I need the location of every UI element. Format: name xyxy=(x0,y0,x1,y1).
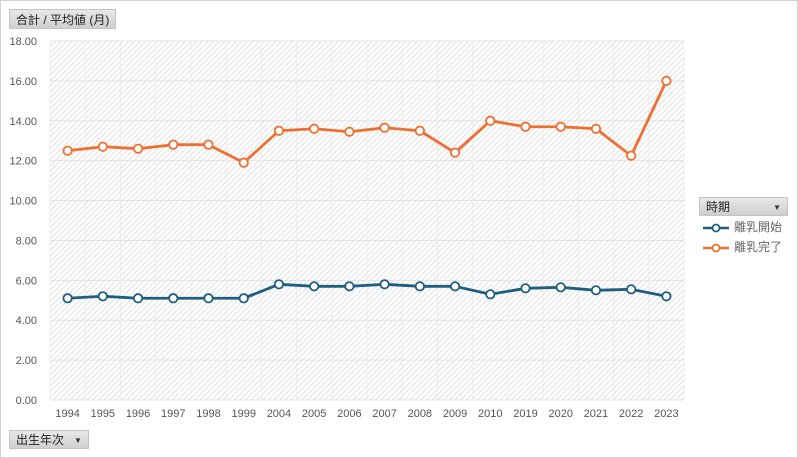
data-point[interactable] xyxy=(132,143,144,154)
series-line xyxy=(67,80,668,165)
x-tick-label: 1999 xyxy=(231,408,255,420)
data-point[interactable] xyxy=(555,121,566,132)
x-tick-label: 2004 xyxy=(267,408,291,420)
gridlines xyxy=(49,40,685,401)
legend-marker-icon xyxy=(703,223,729,233)
axis-field-button[interactable]: 出生年次 ▼ xyxy=(9,430,89,449)
y-tick-label: 10.00 xyxy=(9,196,37,208)
data-point[interactable] xyxy=(379,122,390,133)
data-point[interactable] xyxy=(485,289,496,300)
y-tick-label: 16.00 xyxy=(9,76,37,88)
data-point[interactable] xyxy=(168,293,179,304)
series-2 xyxy=(62,75,672,168)
legend-label: 離乳完了 xyxy=(734,240,783,254)
data-point[interactable] xyxy=(238,157,249,168)
data-point[interactable] xyxy=(555,282,566,293)
data-point[interactable] xyxy=(414,281,425,292)
data-point[interactable] xyxy=(520,283,531,294)
data-point[interactable] xyxy=(309,281,320,292)
legend-field-button[interactable]: 時期 ▼ xyxy=(699,197,788,216)
data-point[interactable] xyxy=(97,141,108,152)
x-tick-label: 1995 xyxy=(91,408,115,420)
data-point[interactable] xyxy=(414,125,425,136)
y-tick-label: 6.00 xyxy=(16,275,37,287)
legend-label: 離乳開始 xyxy=(734,220,783,234)
data-point[interactable] xyxy=(626,284,637,295)
y-tick-label: 14.00 xyxy=(9,116,37,128)
legend-field-label: 時期 xyxy=(706,200,731,214)
data-point[interactable] xyxy=(520,121,531,132)
legend-item-series-1: 離乳開始 xyxy=(702,219,782,235)
x-tick-label: 2008 xyxy=(408,408,432,420)
value-field-label: 合計 / 平均値 (月) xyxy=(16,13,110,27)
x-tick-label: 1994 xyxy=(55,408,79,420)
y-tick-label: 8.00 xyxy=(16,235,37,247)
axis-field-label: 出生年次 xyxy=(16,433,65,447)
data-point[interactable] xyxy=(661,291,672,302)
data-point[interactable] xyxy=(97,291,108,302)
data-point[interactable] xyxy=(309,123,320,134)
data-point[interactable] xyxy=(344,126,355,137)
series-group xyxy=(62,75,672,304)
x-tick-label: 1998 xyxy=(196,408,220,420)
series-line xyxy=(67,282,667,300)
legend-item-series-2: 離乳完了 xyxy=(702,239,782,255)
data-point[interactable] xyxy=(62,145,73,156)
x-tick-label: 2019 xyxy=(513,408,537,420)
data-point[interactable] xyxy=(344,281,355,292)
x-tick-label: 2007 xyxy=(372,408,396,420)
series-1 xyxy=(62,279,672,304)
data-point[interactable] xyxy=(238,293,249,304)
x-tick-label: 2020 xyxy=(548,408,572,420)
data-point[interactable] xyxy=(449,147,461,158)
y-tick-label: 2.00 xyxy=(16,355,37,367)
y-tick-label: 18.00 xyxy=(9,36,37,48)
data-point[interactable] xyxy=(449,281,461,292)
dropdown-arrow-icon: ▼ xyxy=(74,436,82,446)
data-point[interactable] xyxy=(379,279,390,290)
data-point[interactable] xyxy=(626,150,637,161)
data-point[interactable] xyxy=(168,139,179,150)
data-point[interactable] xyxy=(590,285,602,296)
y-tick-label: 0.00 xyxy=(16,395,37,407)
x-tick-label: 2010 xyxy=(478,408,502,420)
data-point[interactable] xyxy=(62,293,73,304)
x-tick-label: 2005 xyxy=(302,408,326,420)
y-axis: 0.00 2.00 4.00 6.00 8.00 10.00 12.00 14.00 16.00… xyxy=(9,36,37,407)
y-tick-label: 12.00 xyxy=(9,156,37,168)
legend-marker-icon xyxy=(703,243,729,253)
data-point[interactable] xyxy=(203,293,214,304)
data-point[interactable] xyxy=(273,279,285,290)
data-point[interactable] xyxy=(273,125,285,136)
x-tick-label: 1996 xyxy=(126,408,150,420)
x-tick-label: 2006 xyxy=(337,408,361,420)
x-tick-label: 2022 xyxy=(619,408,643,420)
dropdown-arrow-icon: ▼ xyxy=(773,203,781,212)
data-point[interactable] xyxy=(203,139,214,150)
data-point[interactable] xyxy=(132,293,144,304)
data-point[interactable] xyxy=(485,115,496,126)
value-field-button[interactable]: 合計 / 平均値 (月) xyxy=(9,9,117,29)
x-tick-label: 2021 xyxy=(584,408,608,420)
data-point[interactable] xyxy=(590,123,602,134)
x-tick-label: 1997 xyxy=(161,408,185,420)
x-tick-label: 2023 xyxy=(654,408,678,420)
y-tick-label: 4.00 xyxy=(16,315,37,327)
x-tick-label: 2009 xyxy=(443,408,467,420)
data-point[interactable] xyxy=(661,75,672,86)
x-axis: 1994 1995 1996 1997 1998 1999 2004 2005 2006 2007… xyxy=(55,408,678,420)
